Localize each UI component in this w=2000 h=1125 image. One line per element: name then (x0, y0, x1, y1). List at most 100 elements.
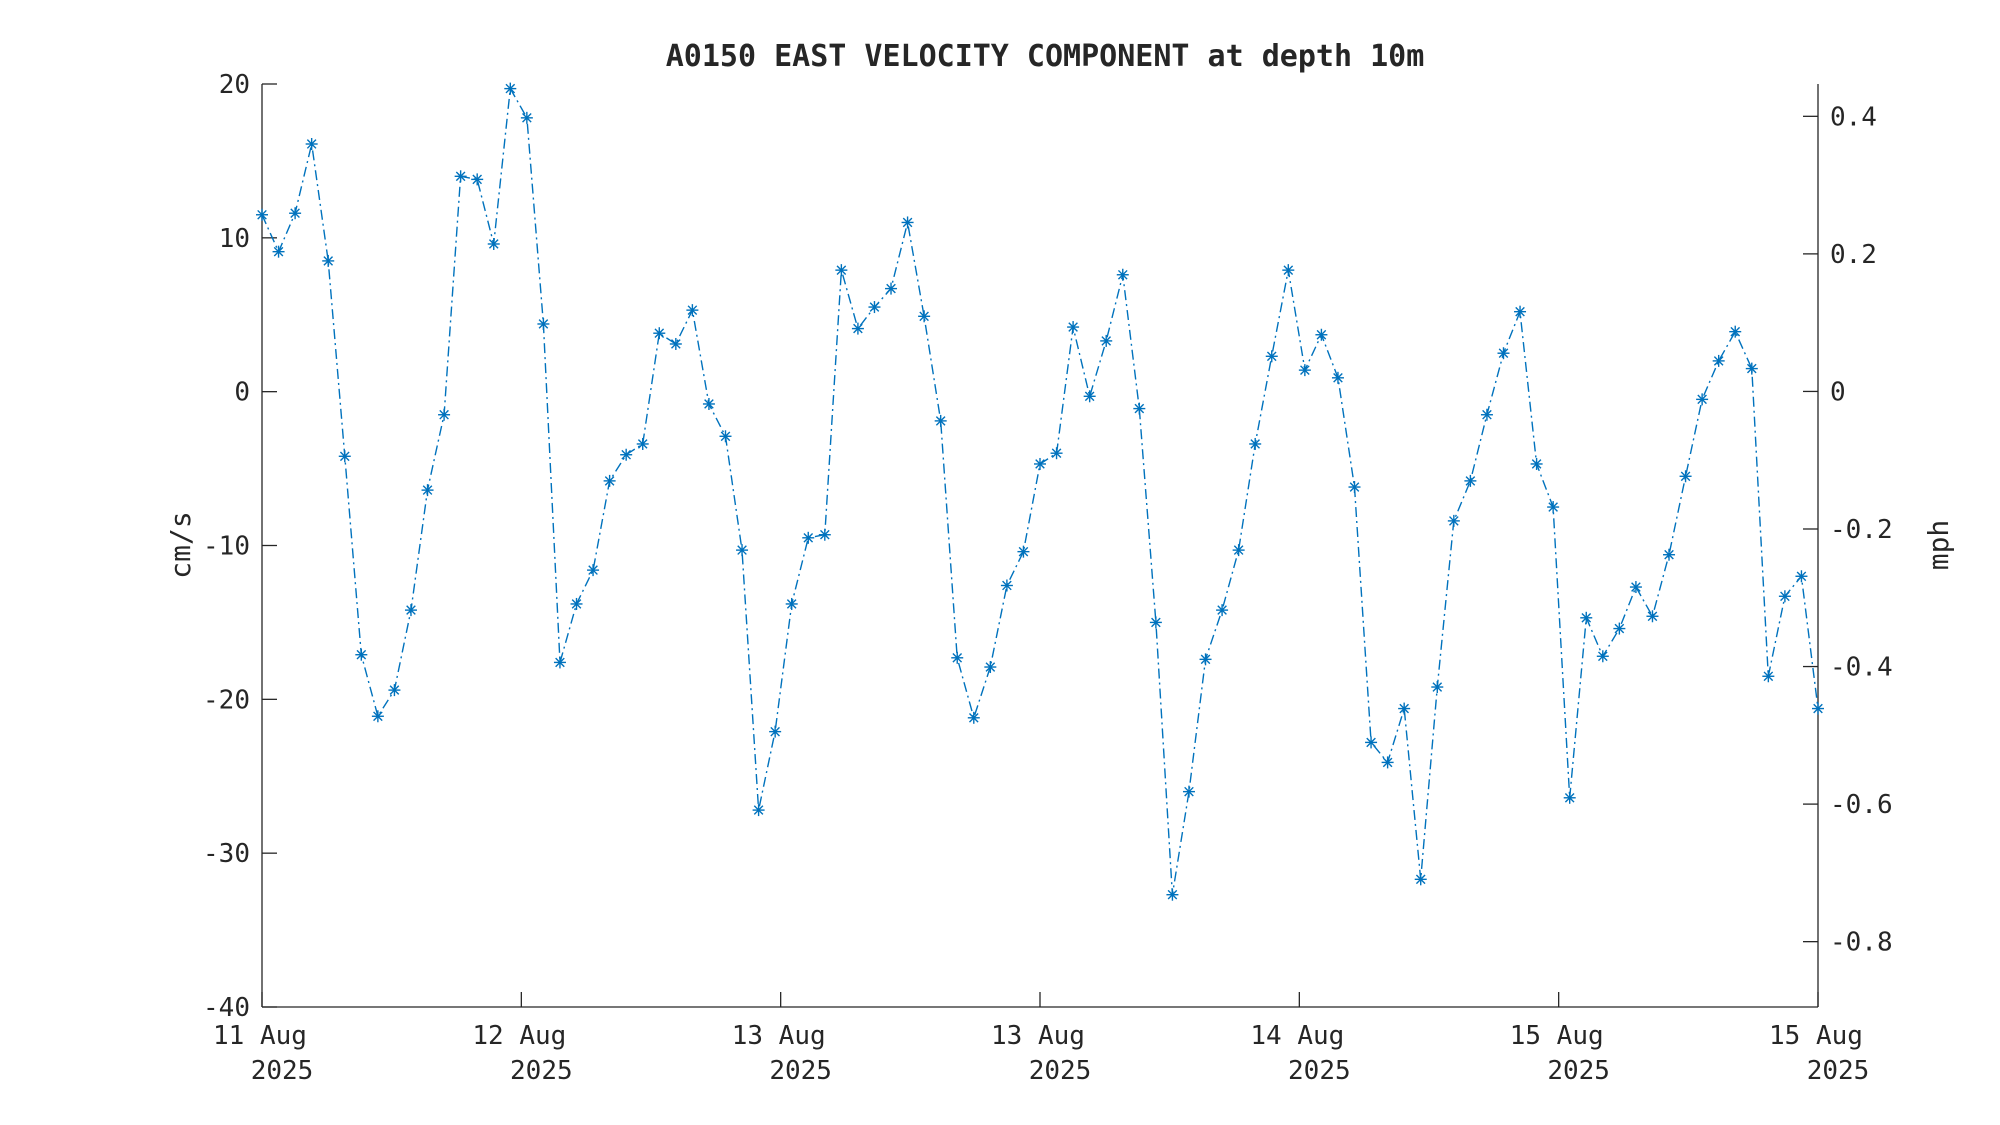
data-point (967, 711, 980, 724)
data-point (901, 216, 914, 229)
data-point (504, 82, 517, 95)
data-point (355, 648, 368, 661)
data-point (421, 484, 434, 497)
data-point (818, 528, 831, 541)
data-point (1067, 321, 1080, 334)
data-point (653, 327, 666, 340)
y2-axis-label: mph (1922, 520, 1955, 571)
data-point (1795, 570, 1808, 583)
y2-tick-label: 0.4 (1830, 102, 1877, 132)
data-point (1629, 581, 1642, 594)
y2-tick-label: -0.4 (1830, 653, 1893, 683)
x-tick-year: 2025 (769, 1056, 832, 1086)
data-point (669, 337, 682, 350)
x-tick-day: 12 Aug (472, 1021, 566, 1051)
x-tick-day: 15 Aug (1769, 1021, 1863, 1051)
data-point (1464, 474, 1477, 487)
data-point (785, 597, 798, 610)
data-point (1696, 393, 1709, 406)
data-point (388, 684, 401, 697)
data-point (289, 207, 302, 220)
data-point (1547, 501, 1560, 514)
y-tick-label: -10 (203, 532, 250, 562)
data-point (553, 656, 566, 669)
data-point (1182, 785, 1195, 798)
data-point (1563, 791, 1576, 804)
data-point (1017, 545, 1030, 558)
data-point (1580, 611, 1593, 624)
data-point (885, 282, 898, 295)
y-tick-label: 0 (234, 378, 250, 408)
x-tick-year: 2025 (1029, 1056, 1092, 1086)
data-point (272, 245, 285, 258)
x-tick-year: 2025 (1547, 1056, 1610, 1086)
data-point (1116, 268, 1129, 281)
data-point (537, 317, 550, 330)
chart-title: A0150 EAST VELOCITY COMPONENT at depth 1… (666, 39, 1425, 74)
data-point (851, 322, 864, 335)
data-point (752, 804, 765, 817)
data-point (984, 661, 997, 674)
data-markers (256, 82, 1824, 901)
data-point (570, 597, 583, 610)
right-y-tick-labels: 0.4 0.2 0 -0.2 -0.4 -0.6 -0.8 (1803, 102, 1893, 958)
data-point (487, 237, 500, 250)
data-point (636, 437, 649, 450)
data-point (603, 474, 616, 487)
data-point (686, 304, 699, 317)
data-point (702, 397, 715, 410)
data-point (868, 301, 881, 314)
x-tick-day: 15 Aug (1510, 1021, 1604, 1051)
data-point (769, 725, 782, 738)
data-point (404, 604, 417, 617)
data-point (1712, 354, 1725, 367)
x-tick-year: 2025 (251, 1056, 314, 1086)
data-point (322, 254, 335, 267)
data-point (1646, 610, 1659, 623)
data-point (1298, 364, 1311, 377)
data-point (1149, 616, 1162, 629)
x-tick-day: 14 Aug (1250, 1021, 1344, 1051)
data-point (471, 173, 484, 186)
data-point (1729, 325, 1742, 338)
data-point (587, 564, 600, 577)
x-tick-day: 13 Aug (991, 1021, 1085, 1051)
data-point (1331, 371, 1344, 384)
data-point (438, 408, 451, 421)
data-point (256, 208, 268, 221)
data-point (951, 651, 964, 664)
data-point (1778, 590, 1791, 603)
data-point (1282, 264, 1295, 277)
data-point (1199, 653, 1212, 666)
x-tick-day: 11 Aug (213, 1021, 307, 1051)
y2-tick-label: -0.2 (1830, 515, 1893, 545)
data-point (1083, 390, 1096, 403)
data-point (371, 710, 384, 723)
data-point (802, 531, 815, 544)
data-point (1497, 347, 1510, 360)
data-point (454, 170, 467, 183)
x-tick-year: 2025 (1807, 1056, 1870, 1086)
data-point (1530, 457, 1543, 470)
data-point (1745, 362, 1758, 375)
data-point (1265, 350, 1278, 363)
data-point (736, 544, 749, 557)
data-point (1034, 457, 1046, 470)
data-point (1596, 650, 1609, 663)
data-point (1232, 544, 1245, 557)
y-tick-label: -20 (203, 685, 250, 715)
data-point (1315, 328, 1328, 341)
y2-tick-label: 0 (1830, 377, 1846, 407)
data-point (1000, 579, 1013, 592)
y-tick-label: -40 (203, 993, 250, 1023)
x-tick-year: 2025 (510, 1056, 573, 1086)
data-point (1050, 447, 1063, 460)
x-tick-day: 13 Aug (732, 1021, 826, 1051)
data-point (835, 264, 848, 277)
data-point (520, 111, 533, 124)
data-point (1381, 756, 1394, 769)
data-point (1447, 514, 1460, 527)
data-point (1100, 334, 1113, 347)
left-y-tick-labels: 20 10 0 -10 -20 -30 -40 (203, 70, 277, 1023)
data-point (1480, 408, 1493, 421)
